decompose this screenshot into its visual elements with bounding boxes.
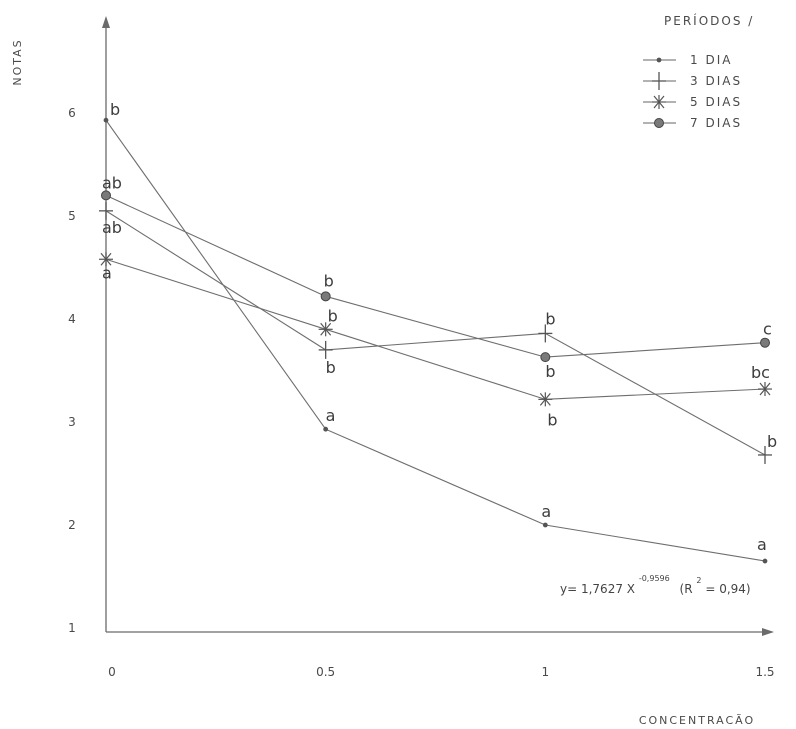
legend-item: 7 DIAS <box>643 116 742 130</box>
data-point-marker <box>101 190 111 201</box>
data-point-marker <box>762 558 768 564</box>
significance-label: b <box>110 100 120 119</box>
x-tick-label: 0 <box>108 665 116 679</box>
x-axis-title: CONCENTRACÃO <box>639 714 755 727</box>
significance-label: b <box>547 410 557 429</box>
legend-item: 3 DIAS <box>643 72 742 90</box>
axes <box>102 16 774 636</box>
legend-label: 7 DIAS <box>690 116 742 130</box>
y-axis-title: NOTAS <box>11 38 24 85</box>
series-line <box>105 119 766 562</box>
data-point-marker <box>538 324 553 343</box>
data-point-marker <box>652 95 666 109</box>
x-tick-label: 1.5 <box>755 665 774 679</box>
equation-r2-value: = 0,94) <box>705 582 750 596</box>
y-axis-arrow <box>102 16 110 28</box>
significance-label: bc <box>751 363 770 382</box>
significance-label: b <box>324 271 334 290</box>
data-point-marker <box>656 57 662 63</box>
data-point-marker <box>323 426 329 432</box>
data-point-marker <box>540 352 551 363</box>
x-tick-label: 0.5 <box>316 665 335 679</box>
series-line <box>105 258 766 400</box>
legend-label: 1 DIA <box>690 53 732 67</box>
series-5-dias <box>99 252 772 407</box>
significance-label: a <box>102 263 112 282</box>
significance-label: a <box>757 535 767 554</box>
significance-label: a <box>541 502 551 521</box>
legend-label: 3 DIAS <box>690 74 742 88</box>
significance-label: b <box>326 358 336 377</box>
series-7-dias <box>101 190 770 363</box>
significance-label: c <box>763 320 772 339</box>
series-layer <box>99 117 772 564</box>
data-point-marker <box>652 72 666 90</box>
significance-label: ab <box>102 218 122 237</box>
data-point-marker <box>318 322 333 337</box>
data-point-marker <box>103 117 109 123</box>
data-point-marker <box>318 340 333 359</box>
data-point-marker <box>542 522 548 528</box>
data-point-marker <box>99 201 113 220</box>
significance-label: a <box>326 406 336 425</box>
significance-label: b <box>328 306 338 325</box>
y-ticks: 1 2 3 4 5 6 <box>68 106 76 635</box>
equation-r2-prefix: (R <box>680 582 693 596</box>
significance-label: ab <box>102 173 122 192</box>
significance-label: b <box>545 309 555 328</box>
data-point-marker <box>538 392 553 407</box>
y-tick-label: 6 <box>68 106 76 120</box>
legend-item: 1 DIA <box>643 53 732 67</box>
equation-base: y= 1,7627 X <box>560 582 635 596</box>
regression-equation: y= 1,7627 X -0,9596 (R 2 = 0,94) <box>560 570 751 596</box>
y-tick-label: 4 <box>68 312 76 326</box>
data-point-marker <box>758 445 772 464</box>
series-1-dia <box>103 117 768 564</box>
data-point-marker <box>99 252 113 267</box>
legend: PERÍODOS / 1 DIA 3 DIAS 5 DIAS 7 DIAS <box>643 13 754 130</box>
significance-label: b <box>767 432 777 451</box>
y-tick-label: 5 <box>68 209 76 223</box>
data-point-marker <box>758 382 772 397</box>
data-point-marker <box>760 337 770 348</box>
series-3-dias <box>99 201 772 464</box>
y-tick-label: 2 <box>68 518 76 532</box>
legend-label: 5 DIAS <box>690 95 742 109</box>
data-point-marker <box>320 291 331 302</box>
equation-r2-sup: 2 <box>696 576 701 585</box>
legend-items: 1 DIA 3 DIAS 5 DIAS 7 DIAS <box>643 53 742 130</box>
x-ticks: 0 0.5 1 1.5 <box>108 665 774 679</box>
x-axis-arrow <box>762 628 774 636</box>
series-line <box>105 210 766 456</box>
series-line <box>105 194 766 358</box>
legend-item: 5 DIAS <box>643 95 742 109</box>
equation-exponent: -0,9596 <box>639 574 670 583</box>
x-tick-label: 1 <box>542 665 550 679</box>
y-tick-label: 3 <box>68 415 76 429</box>
data-point-marker <box>654 118 664 128</box>
y-tick-label: 1 <box>68 621 76 635</box>
significance-label: b <box>545 362 555 381</box>
legend-title: PERÍODOS / <box>664 13 754 28</box>
